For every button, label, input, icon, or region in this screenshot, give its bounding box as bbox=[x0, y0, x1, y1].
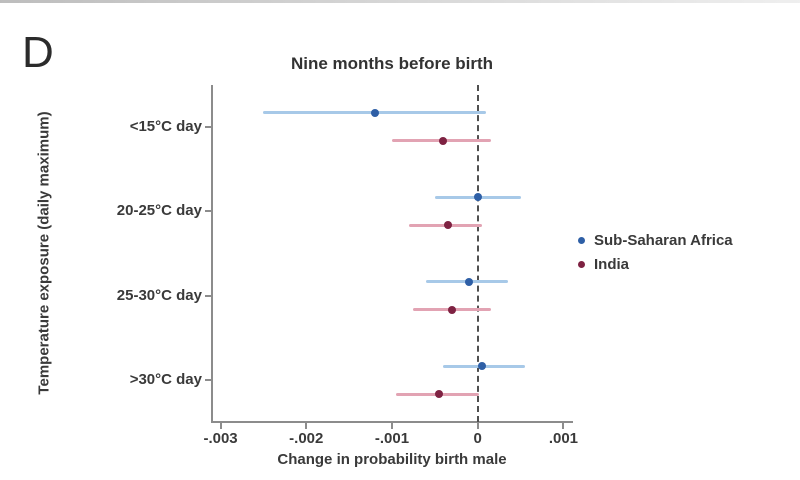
screenshot-top-edge bbox=[0, 0, 800, 3]
data-point-marker bbox=[370, 108, 379, 117]
x-tick-mark bbox=[562, 423, 565, 429]
y-tick-label: <15°C day bbox=[129, 117, 202, 135]
x-axis-title: Change in probability birth male bbox=[277, 451, 507, 468]
data-point-marker bbox=[435, 390, 444, 399]
data-point-marker bbox=[443, 221, 452, 230]
chart-title: Nine months before birth bbox=[290, 54, 494, 73]
x-tick-label: -.002 bbox=[289, 430, 324, 447]
y-tick-mark bbox=[205, 210, 211, 213]
x-tick-label: .001 bbox=[548, 430, 579, 447]
y-tick-mark bbox=[205, 294, 211, 297]
x-tick-label: -.001 bbox=[374, 430, 410, 447]
x-tick-mark bbox=[219, 423, 222, 429]
data-point-marker bbox=[465, 277, 474, 286]
data-point-marker bbox=[439, 136, 448, 145]
legend-item-india: India bbox=[578, 252, 733, 276]
y-tick-mark bbox=[205, 125, 211, 128]
legend-marker-sub-saharan-africa-icon bbox=[578, 236, 585, 244]
y-tick-label: 25-30°C day bbox=[116, 286, 202, 304]
zero-reference-line bbox=[477, 85, 479, 422]
x-axis-line bbox=[211, 421, 573, 423]
legend-item-sub-saharan-africa: Sub-Saharan Africa bbox=[578, 228, 733, 252]
data-point-marker bbox=[473, 193, 482, 202]
x-tick-label: -.003 bbox=[203, 430, 238, 447]
legend-marker-india-icon bbox=[578, 260, 585, 268]
legend-label-india: India bbox=[594, 255, 630, 273]
x-tick-mark bbox=[305, 423, 308, 429]
data-point-marker bbox=[478, 362, 486, 371]
y-tick-label: >30°C day bbox=[129, 371, 202, 389]
legend: Sub-Saharan Africa India bbox=[578, 228, 733, 276]
panel-label: D bbox=[22, 28, 55, 77]
y-tick-label: 20-25°C day bbox=[116, 202, 202, 220]
legend-label-sub-saharan-africa: Sub-Saharan Africa bbox=[594, 231, 733, 249]
y-axis-line bbox=[211, 85, 213, 423]
data-point-marker bbox=[448, 305, 456, 314]
y-tick-mark bbox=[205, 379, 211, 382]
x-tick-mark bbox=[476, 423, 479, 429]
x-tick-mark bbox=[391, 423, 393, 429]
x-tick-label: 0 bbox=[473, 430, 482, 447]
